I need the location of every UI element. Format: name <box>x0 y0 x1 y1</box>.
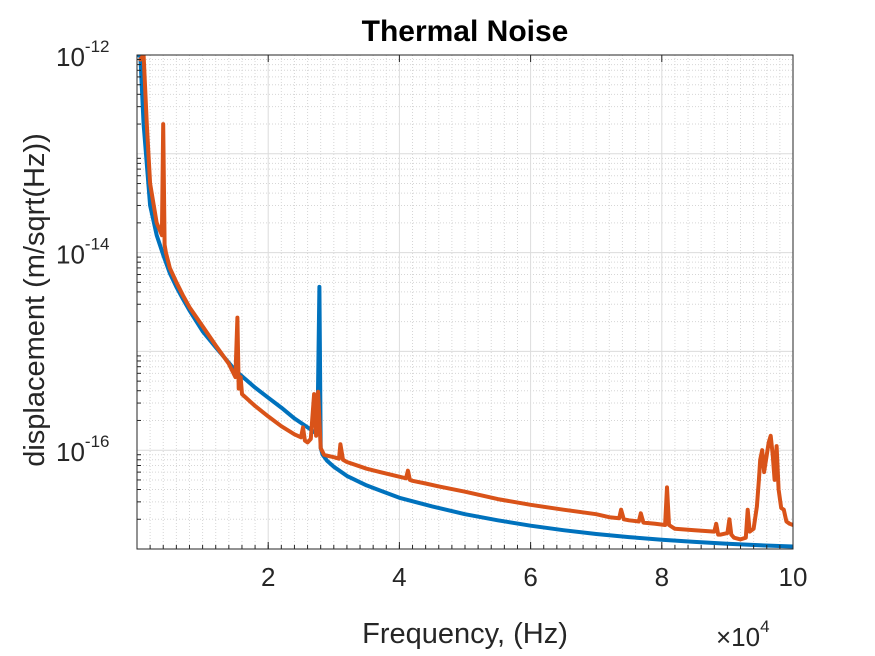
series-layer <box>137 55 793 549</box>
x-axis-multiplier-exponent: 4 <box>760 617 769 636</box>
minor-grid <box>137 55 793 549</box>
x-tick-label: 4 <box>392 562 406 592</box>
y-tick-label-base: 10 <box>56 42 85 72</box>
chart-title: Thermal Noise <box>362 15 569 48</box>
x-axis-multiplier-base: ×10 <box>716 622 760 652</box>
y-tick-label: 10-12 <box>56 37 110 72</box>
y-tick-label-base: 10 <box>56 437 85 467</box>
y-tick-label-base: 10 <box>56 240 85 270</box>
x-tick-label: 8 <box>655 562 669 592</box>
x-tick-label: 10 <box>779 562 808 592</box>
x-tick-label: 6 <box>523 562 537 592</box>
x-axis-label: Frequency, (Hz) <box>362 618 568 650</box>
axes <box>136 54 794 550</box>
y-tick-label: 10-14 <box>56 235 110 270</box>
y-tick-label: 10-16 <box>56 432 110 467</box>
series-line-2 <box>138 55 793 542</box>
x-axis-multiplier: ×104 <box>716 617 770 652</box>
y-tick-label-exponent: -12 <box>85 37 110 56</box>
series-line-1 <box>137 55 793 549</box>
y-tick-label-exponent: -14 <box>85 235 110 254</box>
x-tick-label: 2 <box>261 562 275 592</box>
y-axis-label: displacement (m/sqrt(Hz)) <box>19 133 51 467</box>
y-tick-label-exponent: -16 <box>85 432 110 451</box>
